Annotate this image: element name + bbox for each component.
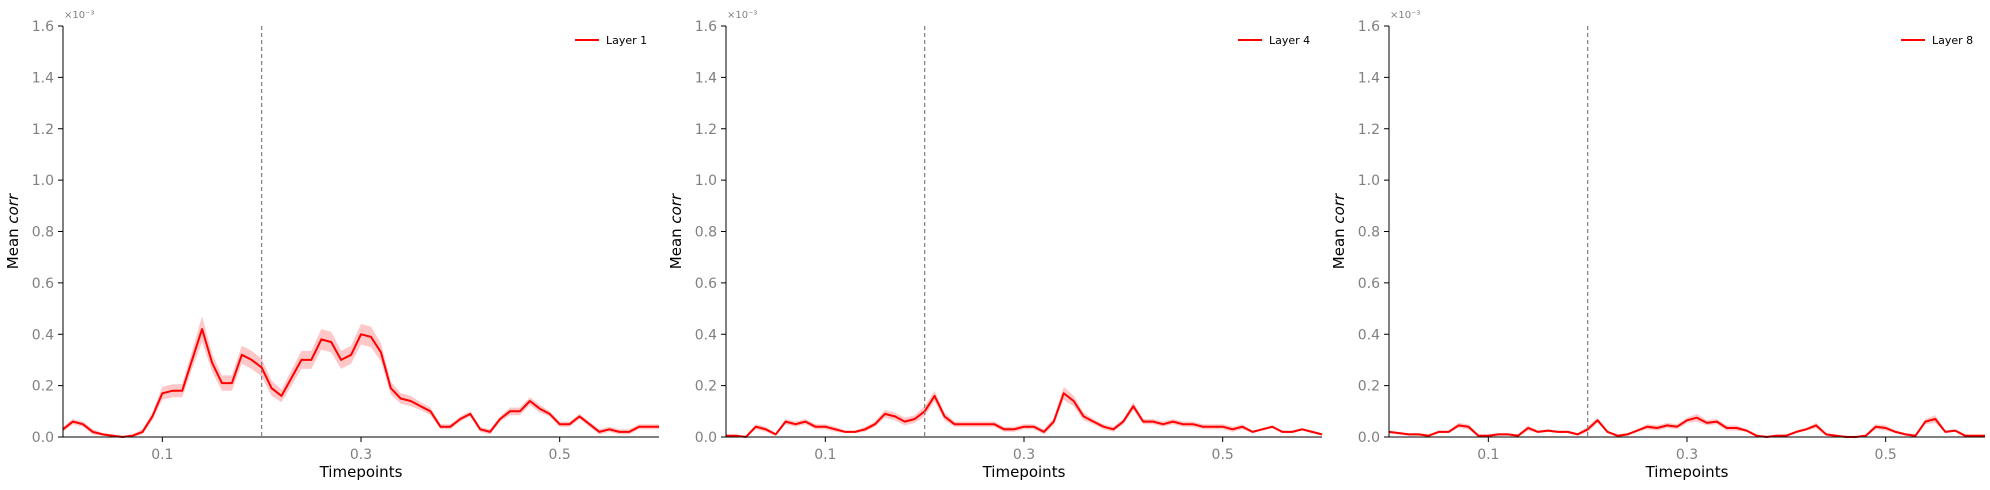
series-band [1389, 413, 1985, 437]
y-tick-label: 0.8 [695, 225, 717, 241]
y-axis-label-italic: corr [667, 193, 685, 224]
x-tick-label: 0.5 [1212, 447, 1234, 463]
series-band [63, 316, 659, 437]
y-tick-label: 1.0 [32, 173, 54, 189]
series-line [1388, 416, 1985, 438]
chart-panel-2: 0.0 0.2 0.4 0.6 0.8 1.0 1.2 1.4 1.6 0.1 0.3 0.5 ×10⁻… [667, 10, 1323, 481]
x-tick-label: 0.1 [1477, 447, 1499, 463]
legend-label: Layer 4 [1269, 34, 1310, 47]
y-tick-label: 1.4 [695, 70, 717, 86]
y-tick-label: 1.2 [32, 122, 54, 138]
y-tick-label: 1.6 [695, 19, 717, 35]
x-axis-label: Timepoints [982, 463, 1066, 481]
y-tick-label: 0.6 [695, 276, 717, 292]
y-tick-label: 0.4 [695, 327, 717, 343]
legend-label: Layer 1 [606, 34, 647, 47]
y-tick-label: 1.0 [1358, 173, 1380, 189]
y-tick-label: 0.6 [1358, 276, 1380, 292]
x-tick-label: 0.5 [1875, 447, 1897, 463]
y-tick-label: 1.4 [32, 70, 54, 86]
y-tick-label: 1.2 [695, 122, 717, 138]
chart-panel-1: 0.0 0.2 0.4 0.6 0.8 1.0 1.2 1.4 1.6 0.1 0.3 0.5 ×10⁻… [4, 10, 659, 481]
y-tick-label: 0.2 [32, 379, 54, 395]
legend-label: Layer 8 [1932, 34, 1973, 47]
y-axis-label-italic: corr [4, 193, 22, 224]
y-axis-label: Mean corr [667, 193, 685, 269]
y-offset-label: ×10⁻³ [64, 10, 94, 21]
y-tick-label: 1.6 [1358, 19, 1380, 35]
x-tick-label: 0.3 [1013, 447, 1035, 463]
y-tick-label: 1.6 [32, 19, 54, 35]
y-tick-label: 1.2 [1358, 122, 1380, 138]
y-tick-label: 1.0 [695, 173, 717, 189]
y-tick-label: 0.0 [695, 430, 717, 446]
y-tick-label: 0.8 [1358, 225, 1380, 241]
x-tick-label: 0.3 [350, 447, 372, 463]
y-axis-label-italic: corr [1330, 193, 1348, 224]
x-tick-label: 0.3 [1676, 447, 1698, 463]
series-line [726, 392, 1323, 438]
y-tick-label: 0.0 [32, 430, 54, 446]
chart-panel-3: 0.0 0.2 0.4 0.6 0.8 1.0 1.2 1.4 1.6 0.1 0.3 0.5 ×10⁻… [1330, 10, 1985, 481]
x-axis-label: Timepoints [1645, 463, 1729, 481]
y-axis-label: Mean corr [4, 193, 22, 269]
y-tick-label: 0.2 [695, 379, 717, 395]
x-tick-label: 0.5 [549, 447, 571, 463]
x-tick-label: 0.1 [151, 447, 173, 463]
y-tick-label: 0.8 [32, 225, 54, 241]
y-axis-label-prefix: Mean [667, 224, 685, 270]
y-tick-label: 0.4 [1358, 327, 1380, 343]
y-tick-label: 1.4 [1358, 70, 1380, 86]
y-tick-label: 0.0 [1358, 430, 1380, 446]
y-tick-label: 0.4 [32, 327, 54, 343]
y-offset-label: ×10⁻³ [1390, 10, 1420, 21]
x-axis-label: Timepoints [319, 463, 403, 481]
y-offset-label: ×10⁻³ [727, 10, 757, 21]
y-axis-label-prefix: Mean [4, 224, 22, 270]
series-line [62, 328, 659, 438]
y-tick-label: 0.2 [1358, 379, 1380, 395]
y-tick-label: 0.6 [32, 276, 54, 292]
y-axis-label: Mean corr [1330, 193, 1348, 269]
y-axis-label-prefix: Mean [1330, 224, 1348, 270]
x-tick-label: 0.1 [814, 447, 836, 463]
